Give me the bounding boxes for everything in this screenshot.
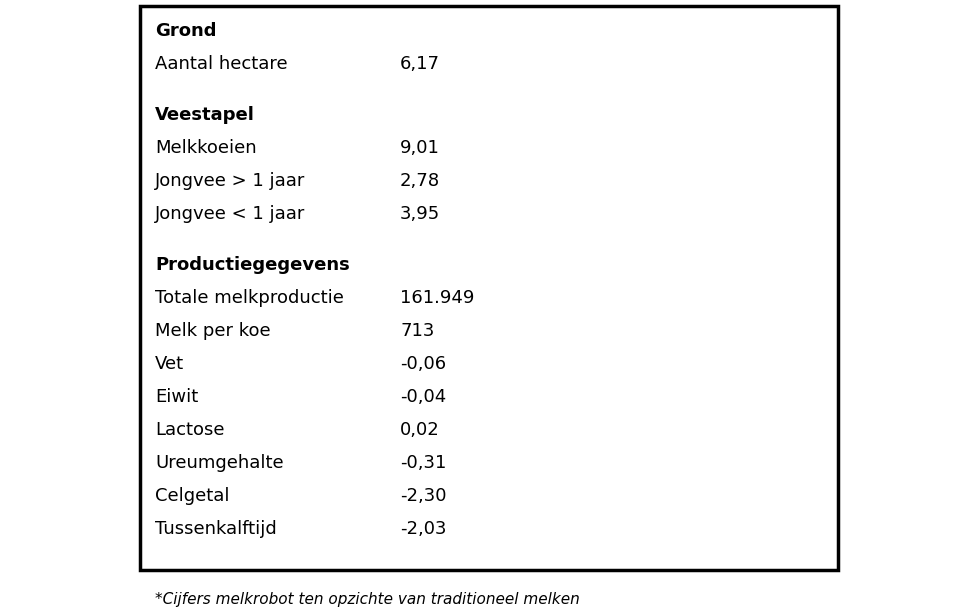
Text: Veestapel: Veestapel	[154, 106, 255, 124]
Text: -0,31: -0,31	[400, 454, 446, 472]
Text: Celgetal: Celgetal	[154, 487, 230, 505]
Text: Grond: Grond	[154, 22, 216, 40]
Text: *Cijfers melkrobot ten opzichte van traditioneel melken: *Cijfers melkrobot ten opzichte van trad…	[154, 592, 579, 607]
Text: Eiwit: Eiwit	[154, 388, 198, 406]
Text: Melk per koe: Melk per koe	[154, 322, 271, 340]
Text: 713: 713	[400, 322, 434, 340]
Text: -2,30: -2,30	[400, 487, 446, 505]
Text: Lactose: Lactose	[154, 421, 225, 439]
Text: -0,04: -0,04	[400, 388, 446, 406]
Text: Aantal hectare: Aantal hectare	[154, 55, 287, 73]
Text: -0,06: -0,06	[400, 355, 446, 373]
Text: Jongvee > 1 jaar: Jongvee > 1 jaar	[154, 172, 305, 190]
Text: 6,17: 6,17	[400, 55, 440, 73]
Text: 3,95: 3,95	[400, 205, 440, 223]
Text: Tussenkalftijd: Tussenkalftijd	[154, 520, 276, 538]
Text: 0,02: 0,02	[400, 421, 440, 439]
Text: Vet: Vet	[154, 355, 184, 373]
Text: Melkkoeien: Melkkoeien	[154, 139, 256, 157]
Text: Jongvee < 1 jaar: Jongvee < 1 jaar	[154, 205, 305, 223]
Text: Productiegegevens: Productiegegevens	[154, 256, 350, 274]
Text: -2,03: -2,03	[400, 520, 446, 538]
Text: Ureumgehalte: Ureumgehalte	[154, 454, 283, 472]
Bar	[140, 6, 837, 570]
Text: 161.949: 161.949	[400, 289, 474, 307]
Text: Totale melkproductie: Totale melkproductie	[154, 289, 344, 307]
Text: 9,01: 9,01	[400, 139, 440, 157]
Text: 2,78: 2,78	[400, 172, 440, 190]
